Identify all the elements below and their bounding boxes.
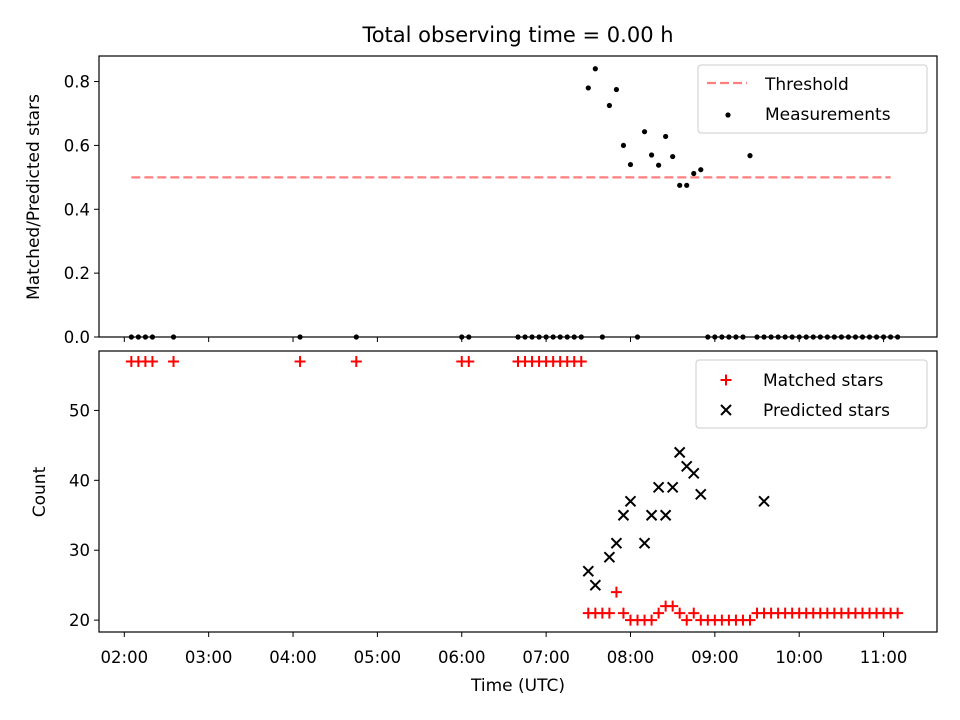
legend-matched-swatch bbox=[720, 374, 732, 386]
predicted-star-marker bbox=[624, 495, 637, 507]
legend-box bbox=[697, 64, 928, 134]
x-tick-label: 05:00 bbox=[354, 648, 402, 667]
predicted-star-marker bbox=[688, 467, 700, 480]
predicted-star-marker bbox=[589, 579, 602, 591]
matched-star-marker bbox=[146, 355, 158, 367]
bottom-legend: Matched stars Predicted stars bbox=[695, 359, 928, 429]
measurement-point bbox=[648, 152, 655, 158]
matched-star-marker bbox=[744, 614, 756, 626]
predicted-star-marker bbox=[666, 481, 679, 494]
matched-star-marker bbox=[294, 355, 306, 367]
legend-measurement-swatch bbox=[725, 112, 731, 118]
matched-star-marker bbox=[575, 355, 587, 367]
top-legend: Threshold Measurements bbox=[697, 64, 928, 134]
legend-predicted-label: Predicted stars bbox=[763, 401, 890, 421]
figure-title: Total observing time = 0.00 h bbox=[361, 23, 673, 47]
x-tick-label: 03:00 bbox=[185, 648, 233, 667]
top-axes-frame bbox=[98, 55, 938, 338]
predicted-star-marker bbox=[610, 537, 623, 549]
measurement-point bbox=[747, 153, 753, 159]
measurement-point bbox=[663, 133, 669, 140]
top-y-axis: 0.0 0.2 0.4 0.6 0.8 bbox=[64, 73, 99, 347]
matched-star-marker bbox=[674, 607, 686, 619]
x-tick-label: 11:00 bbox=[860, 648, 908, 667]
x-tick-label: 09:00 bbox=[691, 648, 739, 667]
bottom-axes-frame bbox=[98, 350, 938, 633]
predicted-star-marker bbox=[695, 488, 707, 501]
predicted-star-marker bbox=[638, 537, 651, 549]
bottom-x-axis: 02:00 03:00 04:00 05:00 06:00 07:00 08:00 09:00… bbox=[101, 632, 908, 667]
legend-box bbox=[695, 359, 928, 429]
x-axis-label: Time (UTC) bbox=[470, 676, 565, 696]
legend-predicted-swatch bbox=[720, 404, 732, 416]
predicted-star-marker bbox=[652, 481, 665, 494]
matched-star-marker bbox=[667, 600, 679, 612]
legend-measurement-label: Measurements bbox=[765, 105, 891, 125]
matched-star-marker bbox=[892, 607, 904, 619]
bottom-plot-area bbox=[125, 355, 904, 626]
predicted-star-marker bbox=[645, 509, 658, 521]
legend-matched-label: Matched stars bbox=[763, 371, 883, 391]
predicted-star-marker bbox=[758, 495, 770, 507]
legend-threshold-label: Threshold bbox=[764, 75, 849, 95]
measurement-point bbox=[677, 182, 683, 188]
measurement-point bbox=[606, 102, 612, 109]
matched-star-marker bbox=[653, 607, 665, 619]
x-tick-label: 06:00 bbox=[438, 648, 486, 667]
x-tick-label: 04:00 bbox=[269, 648, 317, 667]
x-tick-label: 08:00 bbox=[607, 648, 655, 667]
predicted-star-marker bbox=[617, 509, 630, 521]
predicted-star-marker bbox=[659, 509, 672, 521]
measurement-point bbox=[656, 162, 662, 168]
measurement-point bbox=[613, 86, 620, 93]
measurement-point bbox=[592, 66, 598, 72]
matched-star-marker bbox=[681, 614, 693, 626]
x-tick-label: 02:00 bbox=[101, 648, 149, 667]
top-panel: 0.00.20.40.60.8 Matched/Predicted stars … bbox=[24, 55, 938, 347]
x-tick-label: 07:00 bbox=[522, 648, 570, 667]
y-tick-label: 20 bbox=[69, 611, 90, 630]
measurement-point bbox=[585, 85, 591, 91]
top-x-axis bbox=[123, 337, 885, 342]
y-tick-label: 40 bbox=[69, 471, 90, 490]
measurement-point bbox=[684, 182, 690, 188]
bottom-y-axis: 20 30 40 50 bbox=[69, 401, 99, 630]
matched-star-marker bbox=[646, 614, 658, 626]
matched-star-marker bbox=[688, 607, 700, 619]
y-tick-label: 0.4 bbox=[64, 200, 90, 219]
matched-star-marker bbox=[168, 355, 180, 367]
matched-star-marker bbox=[603, 607, 615, 619]
y-tick-label: 50 bbox=[69, 401, 90, 420]
predicted-star-marker bbox=[603, 551, 616, 563]
measurement-point bbox=[620, 142, 627, 149]
matched-star-marker bbox=[610, 586, 622, 598]
measurement-point bbox=[627, 161, 634, 168]
predicted-star-marker bbox=[673, 446, 686, 459]
measurement-point bbox=[670, 153, 676, 160]
matched-star-marker bbox=[350, 355, 362, 367]
y-tick-label: 0.2 bbox=[64, 264, 90, 283]
y-tick-label: 0.8 bbox=[64, 73, 90, 92]
matched-star-marker bbox=[617, 607, 629, 619]
predicted-star-marker bbox=[582, 565, 595, 577]
top-y-axis-label: Matched/Predicted stars bbox=[24, 94, 44, 300]
bottom-y-axis-label: Count bbox=[30, 466, 50, 517]
measurement-point bbox=[698, 167, 704, 173]
y-tick-label: 30 bbox=[69, 541, 90, 560]
measurement-point bbox=[641, 129, 648, 135]
y-tick-label: 0.6 bbox=[64, 136, 90, 155]
y-tick-label: 0.0 bbox=[64, 328, 90, 347]
measurement-point bbox=[691, 170, 697, 177]
x-tick-label: 10:00 bbox=[775, 648, 823, 667]
matched-star-marker bbox=[463, 355, 475, 367]
